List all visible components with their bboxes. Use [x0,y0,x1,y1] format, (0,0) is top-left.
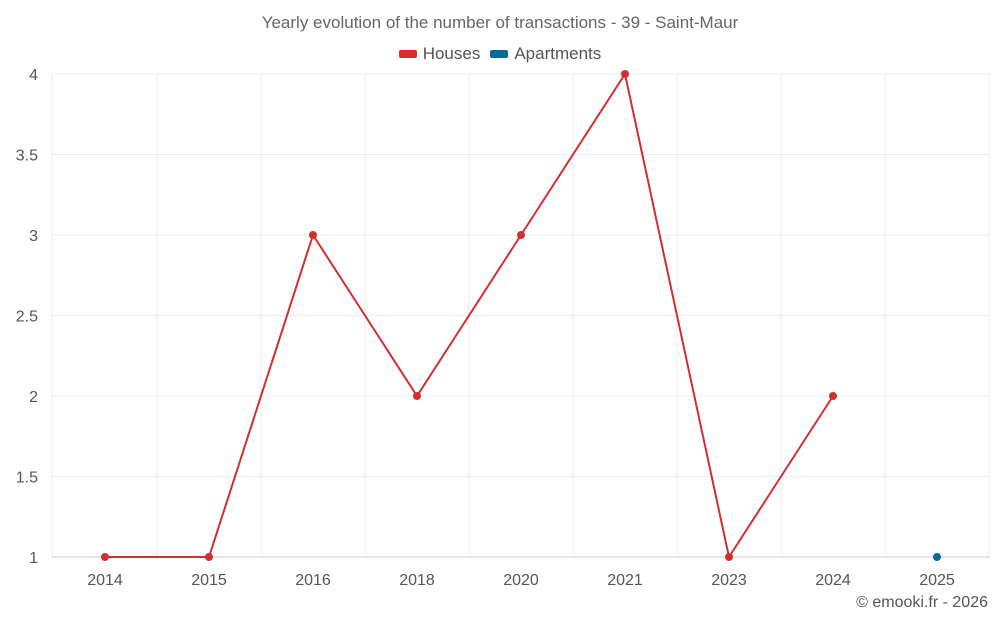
x-tick-label: 2014 [87,572,123,589]
y-tick-label: 2 [29,389,38,406]
credit-text: © emooki.fr - 2026 [856,594,988,611]
data-point-houses[interactable] [309,231,317,239]
legend-label-houses: Houses [422,44,481,63]
x-tick-label: 2018 [399,572,435,589]
legend-item-apartments[interactable]: Apartments [490,44,601,64]
grid-lines [51,73,990,558]
legend-label-apartments: Apartments [514,44,602,63]
series-line-houses [105,73,834,558]
x-tick-label: 2023 [711,572,747,589]
x-tick-label: 2016 [295,572,331,589]
legend-item-houses[interactable]: Houses [398,44,481,64]
series-layer [101,70,941,561]
x-tick-label: 2021 [607,572,643,589]
data-point-houses[interactable] [829,392,837,400]
x-tick-label: 2024 [815,572,851,589]
y-tick-label: 1.5 [16,470,38,487]
legend-swatch-apartments [490,50,509,58]
x-axis: 2014 2015 2016 2018 2020 2021 2023 2024 2025 [87,572,955,589]
data-point-houses[interactable] [413,392,421,400]
data-point-apartments[interactable] [933,553,941,561]
data-point-houses[interactable] [725,553,733,561]
y-axis: 1 1.5 2 2.5 3 3.5 4 [16,67,38,567]
data-point-houses[interactable] [205,553,213,561]
x-tick-label: 2015 [191,572,227,589]
data-point-houses[interactable] [517,231,525,239]
chart-title: Yearly evolution of the number of transa… [261,13,739,32]
x-tick-label: 2020 [503,572,539,589]
y-tick-label: 4 [29,67,38,84]
chart-legend: Houses Apartments [0,44,1000,64]
y-tick-label: 3 [29,228,38,245]
legend-swatch-houses [398,50,417,58]
data-point-houses[interactable] [621,70,629,78]
y-tick-label: 2.5 [16,309,38,326]
y-tick-label: 3.5 [16,148,38,165]
y-tick-label: 1 [29,550,38,567]
x-tick-label: 2025 [919,572,955,589]
data-point-houses[interactable] [101,553,109,561]
